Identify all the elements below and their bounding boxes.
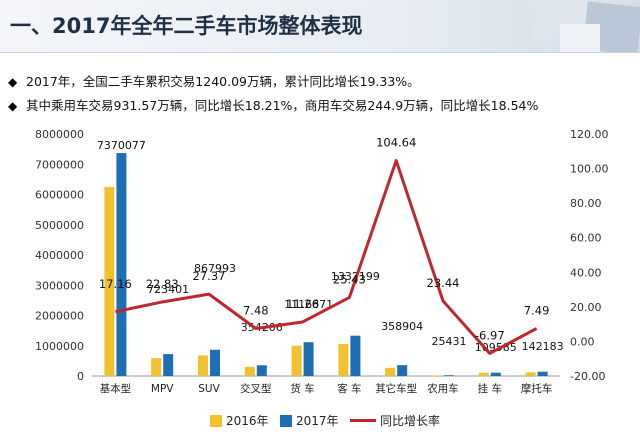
x-tick-label: 交叉型 [240,382,272,395]
legend-item-growth: 同比增长率 [350,412,440,429]
legend-label-2016: 2016年 [226,414,269,428]
bar-2016 [525,372,536,376]
x-tick-label: 货 车 [290,382,314,395]
y-left-tick-label: 4000000 [35,249,84,262]
bar-2017 [163,354,174,376]
y-left-tick-label: 1000000 [35,340,84,353]
bar-2017-value-label: 867993 [194,262,236,275]
x-tick-label: 摩托车 [521,382,553,395]
growth-rate-label: -6.97 [475,328,505,342]
bar-2017-value-label: 723401 [147,283,189,296]
bar-2016 [104,186,115,376]
y-left-tick-label: 5000000 [35,219,84,232]
bar-2016 [385,367,396,376]
x-tick-label: 挂 车 [478,382,502,395]
bar-2017 [350,335,361,376]
growth-rate-label: 22.83 [146,277,179,291]
growth-rate-label: 104.64 [376,136,416,150]
growth-rate-label: 7.49 [524,303,550,317]
bar-2017-value-label: 7370077 [97,139,146,152]
y-left-tick-label: 3000000 [35,279,84,292]
growth-rate-label: 25.43 [333,272,366,286]
x-tick-label: SUV [198,383,220,395]
y-right-tick-label: 100.00 [570,163,609,176]
y-left-tick-label: 6000000 [35,189,84,202]
legend-swatch-2017 [280,415,292,427]
summary-bullets: ◆ 2017年，全国二手车累积交易1240.09万辆，累计同比增长19.33%。 … [8,70,638,118]
growth-rate-label: 23.44 [427,276,460,290]
slide-header: 一、2017年全年二手车市场整体表现 [0,0,640,53]
x-tick-label: 农用车 [427,382,459,395]
bar-2017 [210,349,220,376]
bar-2016 [338,343,349,376]
y-right-tick-label: 40.00 [570,266,602,279]
bullet-breakdown: ◆ 其中乘用车交易931.57万辆，同比增长18.21%，商用车交易244.9万辆… [8,94,638,118]
bar-2017 [116,153,127,376]
x-tick-label: MPV [151,383,174,395]
bullet-text-breakdown: 其中乘用车交易931.57万辆，同比增长18.21%，商用车交易244.9万辆，… [26,98,539,113]
y-left-tick-label: 0 [77,370,84,383]
bar-2017-value-label: 142183 [522,340,564,353]
diamond-bullet-icon: ◆ [8,99,18,113]
bar-2016 [291,345,302,376]
growth-rate-line [115,159,538,355]
bar-2016 [432,375,442,376]
bar-2017 [490,372,501,376]
x-tick-label: 其它车型 [375,382,417,395]
bar-2017 [256,365,267,376]
bar-2017-value-label: 358904 [381,320,423,333]
y-left-tick-label: 2000000 [35,310,84,323]
legend-item-2017: 2017年 [280,412,339,429]
bar-2016 [478,372,489,376]
bar-2016 [151,358,162,376]
bullet-total: ◆ 2017年，全国二手车累积交易1240.09万辆，累计同比增长19.33%。 [8,70,638,94]
bar-2017 [397,365,408,376]
y-left-tick-label: 7000000 [35,158,84,171]
y-left-tick-label: 8000000 [35,128,84,141]
legend-line-growth [350,419,376,422]
y-right-tick-label: 120.00 [570,128,609,141]
diamond-bullet-icon: ◆ [8,75,18,89]
y-right-tick-label: -20.00 [570,370,605,383]
y-right-tick-label: 80.00 [570,197,602,210]
y-right-tick-label: 60.00 [570,232,602,245]
x-tick-label: 基本型 [100,382,132,395]
y-right-tick-label: 0.00 [570,335,595,348]
chart-legend: 2016年 2017年 同比增长率 [160,410,580,430]
legend-label-growth: 同比增长率 [380,414,441,428]
bar-2017-value-label: 25431 [432,335,467,348]
bar-2017 [444,375,454,376]
bullet-text-total: 2017年，全国二手车累积交易1240.09万辆，累计同比增长19.33%。 [26,74,420,89]
bar-2016 [244,366,255,376]
bar-2017-value-label: 1116871 [284,298,333,311]
used-car-chart: 0 1000000 2000000 3000000 4000000 5000000 6000… [35,128,609,395]
legend-swatch-2016 [210,415,222,427]
x-tick-label: 客 车 [337,382,361,395]
legend-item-2016: 2016年 [210,412,269,429]
growth-rate-label: 27.37 [193,269,226,283]
y-right-tick-label: 20.00 [570,301,602,314]
legend-label-2017: 2017年 [296,414,339,428]
bar-2017 [537,371,548,376]
header-decoration [526,0,640,52]
page-title: 一、2017年全年二手车市场整体表现 [10,14,363,38]
growth-rate-label: 7.48 [243,303,269,317]
bar-2017 [303,342,314,376]
growth-rate-label: 11.26 [286,297,319,311]
growth-rate-label: 17.16 [99,277,132,291]
bar-2016 [198,355,208,376]
